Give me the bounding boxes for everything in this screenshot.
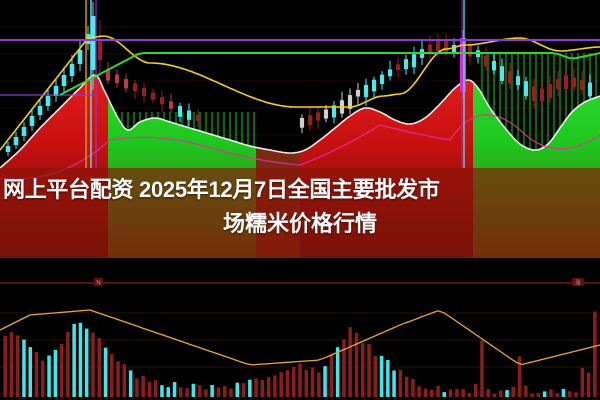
- svg-text:涨: 涨: [575, 279, 581, 287]
- svg-text:N: N: [96, 281, 100, 287]
